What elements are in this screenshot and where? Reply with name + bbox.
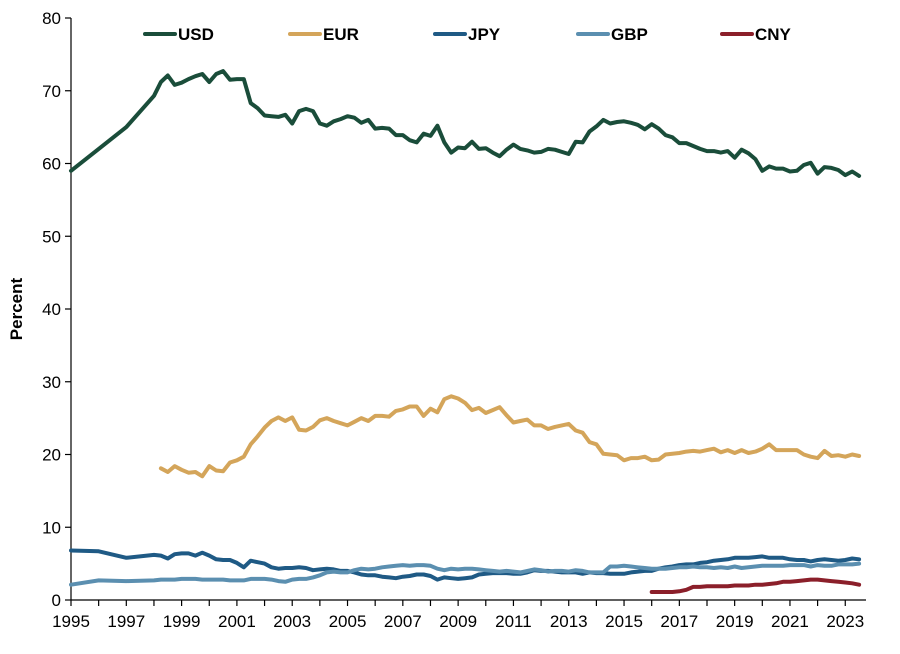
y-tick-label: 10 [42, 518, 61, 537]
legend-label-gbp: GBP [611, 25, 648, 44]
series-group [69, 69, 862, 594]
y-tick-label: 20 [42, 446, 61, 465]
y-tick-label: 80 [42, 9, 61, 28]
legend-label-eur: EUR [323, 25, 359, 44]
x-tick-label: 2017 [660, 612, 698, 631]
x-tick-label: 2007 [384, 612, 422, 631]
x-axis: 1995 1997 1999 2001 2003 2005 2007 2009 2011 2013… [52, 599, 866, 631]
y-tick-label: 50 [42, 227, 61, 246]
x-tick-label: 2001 [218, 612, 256, 631]
legend-label-usd: USD [178, 25, 214, 44]
x-tick-label: 2023 [826, 612, 864, 631]
y-axis-title: Percent [7, 277, 26, 340]
x-tick-label: 2005 [329, 612, 367, 631]
y-axis: 0 10 20 30 40 50 60 70 80 [42, 9, 72, 610]
series-line-gbp [69, 561, 862, 587]
series-line-eur [158, 394, 862, 479]
x-tick-label: 2011 [495, 612, 532, 631]
x-tick-label: 2021 [771, 612, 809, 631]
x-tick-label: 2009 [439, 612, 477, 631]
series-line-jpy [69, 548, 862, 582]
y-tick-label: 40 [42, 300, 61, 319]
legend-label-cny: CNY [755, 25, 792, 44]
y-tick-label: 0 [52, 591, 61, 610]
series-line-usd [69, 69, 862, 178]
x-tick-label: 2003 [273, 612, 311, 631]
y-tick-label: 60 [42, 155, 61, 174]
x-tick-label: 1999 [163, 612, 201, 631]
legend-label-jpy: JPY [468, 25, 501, 44]
legend: USD EUR JPY GBP CNY [143, 25, 792, 44]
x-tick-label: 1995 [52, 612, 90, 631]
x-tick-label: 2019 [716, 612, 754, 631]
series-line-cny [649, 577, 862, 594]
y-tick-label: 30 [42, 373, 61, 392]
x-tick-label: 2013 [550, 612, 588, 631]
x-tick-label: 1997 [107, 612, 145, 631]
x-tick-label: 2015 [605, 612, 643, 631]
y-tick-label: 70 [42, 82, 61, 101]
